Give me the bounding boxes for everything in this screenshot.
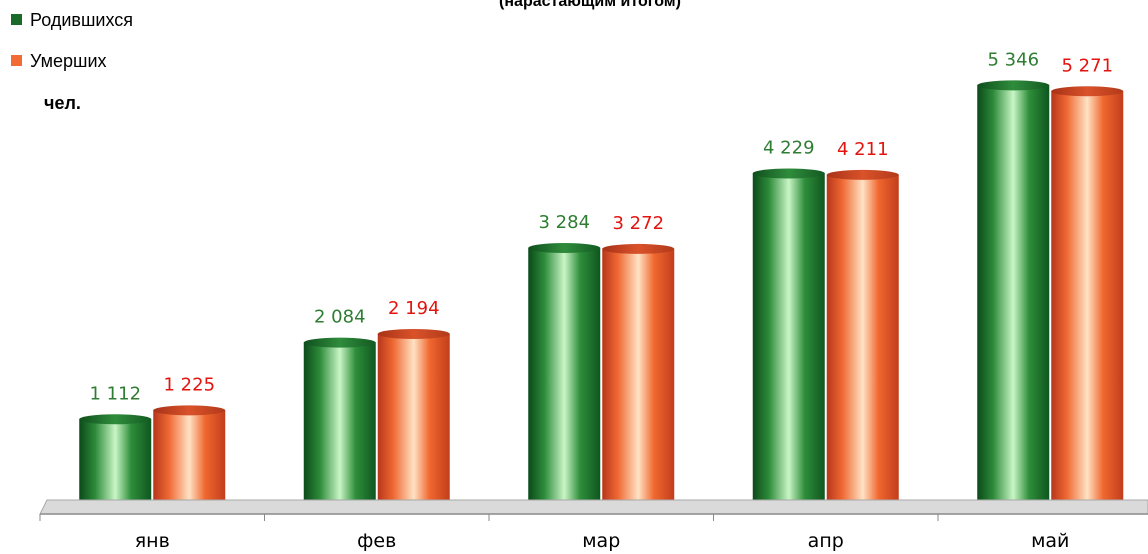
axis-floor <box>39 499 1148 515</box>
bar-deaths-2 <box>602 243 675 512</box>
bar-body <box>602 248 675 507</box>
bar-body <box>752 173 825 507</box>
data-label-births-3: 4 229 <box>763 137 815 158</box>
x-tick-label-2: мар <box>582 530 620 552</box>
data-label-deaths-1: 2 194 <box>388 298 440 319</box>
x-tick-label-3: апр <box>808 530 844 552</box>
x-tick-label-4: май <box>1031 530 1069 552</box>
data-label-deaths-3: 4 211 <box>837 139 889 160</box>
x-tick-label-1: фев <box>357 530 396 552</box>
bar-deaths-4 <box>1051 86 1124 512</box>
bar-cap <box>153 405 226 416</box>
bar-cap <box>826 169 899 180</box>
unit-label: чел. <box>44 93 81 113</box>
plot-area: 1 112 1 225 2 084 2 194 3 284 3 272 4 229 4 211… <box>79 49 1124 512</box>
bar-cap <box>79 414 152 425</box>
legend: Родившихся Умерших <box>11 10 133 71</box>
bar-body <box>528 247 601 508</box>
bar-deaths-3 <box>826 169 899 512</box>
bar-body <box>79 419 152 507</box>
bar-births-1 <box>303 337 376 512</box>
data-label-births-2: 3 284 <box>538 212 590 233</box>
data-label-deaths-4: 5 271 <box>1061 55 1113 76</box>
bar-births-0 <box>79 414 152 512</box>
bar-births-4 <box>977 80 1050 512</box>
bar-deaths-0 <box>153 405 226 512</box>
bar-body <box>303 342 376 507</box>
legend-label-deaths: Умерших <box>30 51 107 71</box>
bar-deaths-1 <box>377 328 450 512</box>
legend-swatch-births <box>11 14 22 25</box>
bar-body <box>1051 91 1124 507</box>
bar-cap <box>303 337 376 348</box>
bar-births-2 <box>528 242 601 512</box>
bar-body <box>826 174 899 508</box>
bar-cap <box>1051 86 1124 97</box>
data-label-deaths-0: 1 225 <box>163 374 215 395</box>
data-label-births-0: 1 112 <box>89 383 141 404</box>
legend-swatch-deaths <box>11 55 22 66</box>
bar-cap <box>977 80 1050 91</box>
data-label-deaths-2: 3 272 <box>612 213 664 234</box>
bar-body <box>153 410 226 507</box>
bar-body <box>977 85 1050 508</box>
x-axis: янв фев мар апр май <box>39 499 1148 552</box>
bar-cap <box>752 168 825 179</box>
bar-cap <box>528 242 601 253</box>
data-label-births-1: 2 084 <box>314 307 366 328</box>
chart-subtitle: (нарастающим итогом) <box>499 0 681 10</box>
bar-cap <box>602 243 675 254</box>
bar-cap <box>377 328 450 339</box>
bar-births-3 <box>752 168 825 512</box>
x-tick-label-0: янв <box>135 530 170 552</box>
legend-label-births: Родившихся <box>30 10 133 30</box>
bar-body <box>377 333 450 507</box>
data-label-births-4: 5 346 <box>987 49 1039 70</box>
